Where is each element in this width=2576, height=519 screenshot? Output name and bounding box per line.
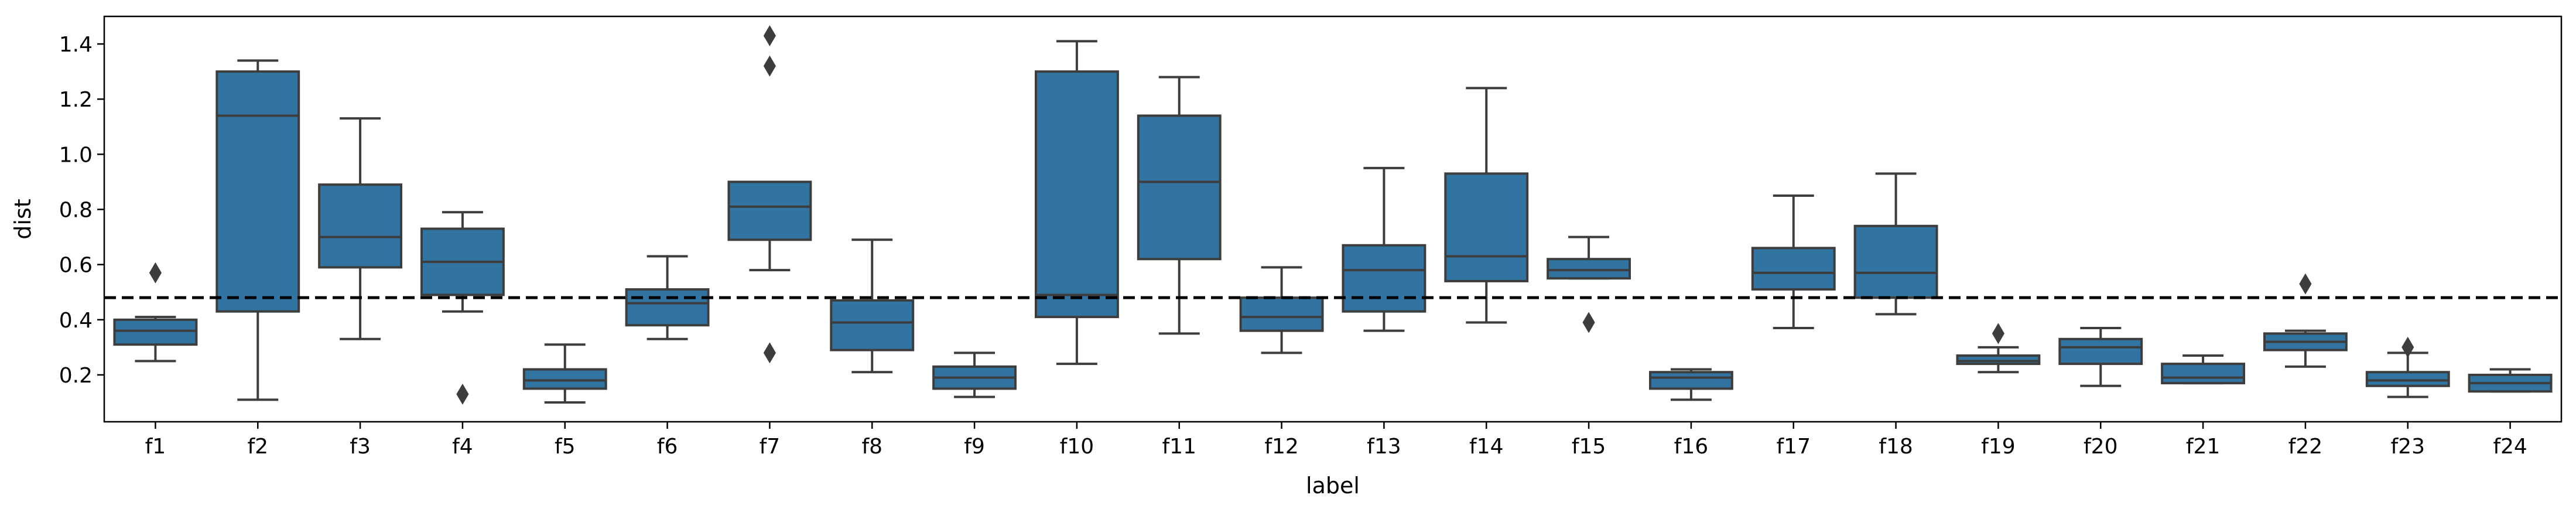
box-f11	[1137, 114, 1222, 261]
box-group-f23	[2365, 336, 2450, 398]
box-group-f20	[2058, 326, 2143, 387]
outlier-point	[763, 342, 776, 364]
y-tick-label: 0.8	[59, 199, 93, 223]
x-tick-label: f3	[350, 435, 371, 459]
box-group-f5	[522, 343, 607, 404]
box-group-f14	[1444, 87, 1529, 324]
x-tick-label: f20	[2084, 435, 2117, 459]
box-group-f16	[1648, 368, 1733, 401]
box-f3	[318, 183, 403, 269]
y-tick-label: 1.4	[59, 33, 93, 57]
outlier-point	[456, 383, 469, 405]
x-tick-label: f21	[2186, 435, 2220, 459]
box-f1	[113, 318, 198, 346]
box-f15	[1547, 258, 1631, 280]
box-group-f21	[2161, 354, 2246, 385]
x-tick-label: f5	[555, 435, 576, 459]
y-axis: 0.2 0.4 0.6 0.8 1.0 1.2 1.4	[59, 33, 104, 388]
x-tick-label: f19	[1981, 435, 2015, 459]
x-tick-label: f10	[1060, 435, 1094, 459]
outlier-point	[2299, 273, 2312, 295]
x-tick-label: f9	[964, 435, 985, 459]
x-tick-label: f15	[1572, 435, 1606, 459]
box-group-f17	[1751, 194, 1836, 329]
box-f5	[522, 368, 607, 390]
y-axis-label: dist	[10, 199, 36, 239]
box-group-f4	[420, 211, 505, 405]
x-tick-label: f8	[861, 435, 882, 459]
box-group-f10	[1034, 40, 1119, 366]
box-group-f13	[1342, 166, 1426, 332]
y-tick-label: 1.2	[59, 88, 93, 112]
outlier-point	[763, 55, 776, 77]
outlier-point	[1992, 323, 2005, 344]
box-f21	[2161, 363, 2246, 385]
box-group-f2	[215, 59, 300, 401]
box-f18	[1853, 224, 1938, 299]
outlier-point	[763, 25, 776, 46]
x-tick-label: f2	[247, 435, 268, 459]
box-group-f24	[2468, 368, 2553, 393]
box-group-f6	[625, 255, 710, 340]
x-tick-label: f4	[452, 435, 473, 459]
box-group-f15	[1547, 235, 1631, 333]
x-tick-label: f24	[2493, 435, 2527, 459]
x-tick-label: f14	[1469, 435, 1503, 459]
x-tick-label: f17	[1777, 435, 1811, 459]
box-f12	[1239, 296, 1324, 332]
x-tick-label: f13	[1367, 435, 1401, 459]
box-f2	[215, 70, 300, 313]
outlier-point	[1582, 312, 1595, 333]
box-group-f1	[113, 262, 198, 363]
y-tick-label: 1.0	[59, 143, 93, 167]
x-tick-label: f1	[145, 435, 166, 459]
box-f23	[2365, 371, 2450, 387]
box-group-f9	[932, 351, 1017, 398]
box-group-f7	[727, 25, 812, 364]
x-tick-label: f23	[2391, 435, 2425, 459]
box-f17	[1751, 247, 1836, 291]
box-f16	[1648, 371, 1733, 390]
x-tick-label: f6	[657, 435, 678, 459]
x-tick-label: f7	[760, 435, 781, 459]
box-f19	[1956, 354, 2041, 366]
box-f20	[2058, 337, 2143, 366]
x-tick-label: f11	[1162, 435, 1196, 459]
boxes-layer	[113, 25, 2553, 405]
box-group-f18	[1853, 172, 1938, 316]
outlier-point	[2401, 336, 2414, 358]
box-f13	[1342, 244, 1426, 313]
box-group-f19	[1956, 323, 2041, 374]
x-axis: f1 f2 f3 f4 f5 f6 f7 f8 f9 f10 f11 f12 f13 f14 f15 f16 f…	[145, 422, 2527, 459]
y-tick-label: 0.2	[59, 364, 93, 388]
plot-area-frame	[103, 15, 2563, 423]
box-f10	[1034, 70, 1119, 319]
x-tick-label: f22	[2288, 435, 2322, 459]
box-f14	[1444, 172, 1529, 282]
x-tick-label: f18	[1879, 435, 1913, 459]
x-tick-label: f12	[1264, 435, 1298, 459]
x-tick-label: f16	[1674, 435, 1708, 459]
x-axis-label: label	[1306, 473, 1360, 498]
box-group-f22	[2263, 273, 2348, 368]
box-group-f11	[1137, 76, 1222, 335]
outlier-point	[149, 262, 162, 284]
box-group-f3	[318, 117, 403, 340]
y-tick-label: 0.6	[59, 254, 93, 278]
box-f7	[727, 180, 812, 241]
y-tick-label: 0.4	[59, 309, 93, 333]
box-group-f8	[830, 238, 915, 374]
box-f6	[625, 288, 710, 327]
box-f8	[830, 299, 915, 351]
